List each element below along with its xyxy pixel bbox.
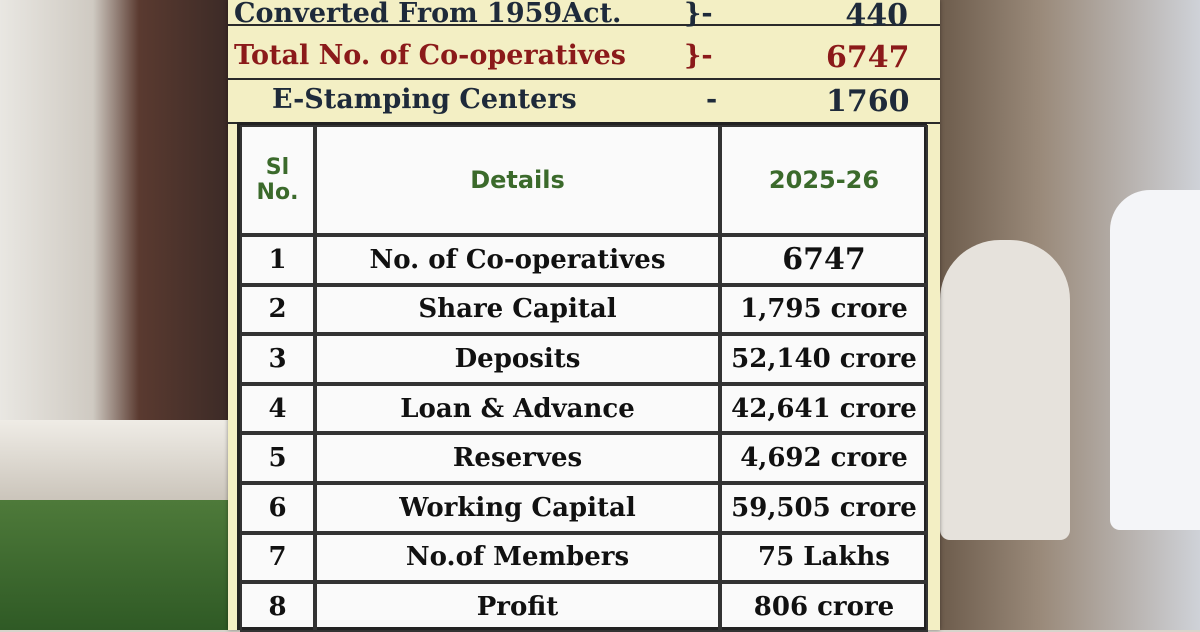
serial-cell: 8	[240, 582, 315, 632]
detail-cell: Working Capital	[315, 483, 720, 533]
summary-separator: }-	[684, 40, 713, 71]
summary-value: 440	[845, 0, 908, 33]
detail-cell: No. of Co-operatives	[315, 235, 720, 285]
header-cell: Details	[315, 125, 720, 235]
serial-cell: 1	[240, 235, 315, 285]
value-cell: 42,641 crore	[720, 383, 928, 434]
detail-cell: Profit	[315, 582, 720, 632]
summary-value: 6747	[826, 40, 910, 75]
serial-cell: 4	[240, 383, 315, 434]
detail-cell: Share Capital	[315, 284, 720, 335]
serial-cell: 2	[240, 284, 315, 335]
summary-label: Total No. of Co-operatives	[234, 40, 626, 71]
summary-separator: }-	[684, 0, 713, 29]
header-cell: 2025-26	[720, 125, 928, 235]
summary-label: E-Stamping Centers	[272, 84, 577, 115]
detail-cell: No.of Members	[315, 532, 720, 583]
background-wall	[0, 420, 232, 500]
detail-cell: Deposits	[315, 334, 720, 384]
summary-row: Total No. of Co-operatives }- 6747	[228, 36, 940, 80]
value-cell: 4,692 crore	[720, 433, 928, 483]
background-person	[940, 240, 1070, 540]
serial-cell: 3	[240, 334, 315, 384]
value-cell: 806 crore	[720, 582, 928, 632]
value-cell: 75 Lakhs	[720, 532, 928, 583]
summary-row: E-Stamping Centers - 1760	[228, 80, 940, 124]
summary-separator: -	[706, 84, 718, 115]
summary-row: Converted From 1959Act. }- 440	[228, 0, 940, 33]
background-grass	[0, 500, 232, 630]
background-person	[1110, 190, 1200, 530]
summary-label: Converted From 1959Act.	[234, 0, 622, 29]
table: Sl No. Details 2025-26 1 No. of Co-operative…	[237, 122, 928, 632]
detail-cell: Reserves	[315, 433, 720, 483]
header-cell: Sl No.	[240, 125, 315, 235]
detail-cell: Loan & Advance	[315, 383, 720, 434]
value-cell: 52,140 crore	[720, 334, 928, 384]
serial-cell: 7	[240, 532, 315, 583]
serial-cell: 5	[240, 433, 315, 483]
serial-cell: 6	[240, 483, 315, 533]
summary-value: 1760	[826, 84, 910, 119]
value-cell: 6747	[720, 235, 928, 285]
value-cell: 1,795 crore	[720, 284, 928, 335]
value-cell: 59,505 crore	[720, 483, 928, 533]
